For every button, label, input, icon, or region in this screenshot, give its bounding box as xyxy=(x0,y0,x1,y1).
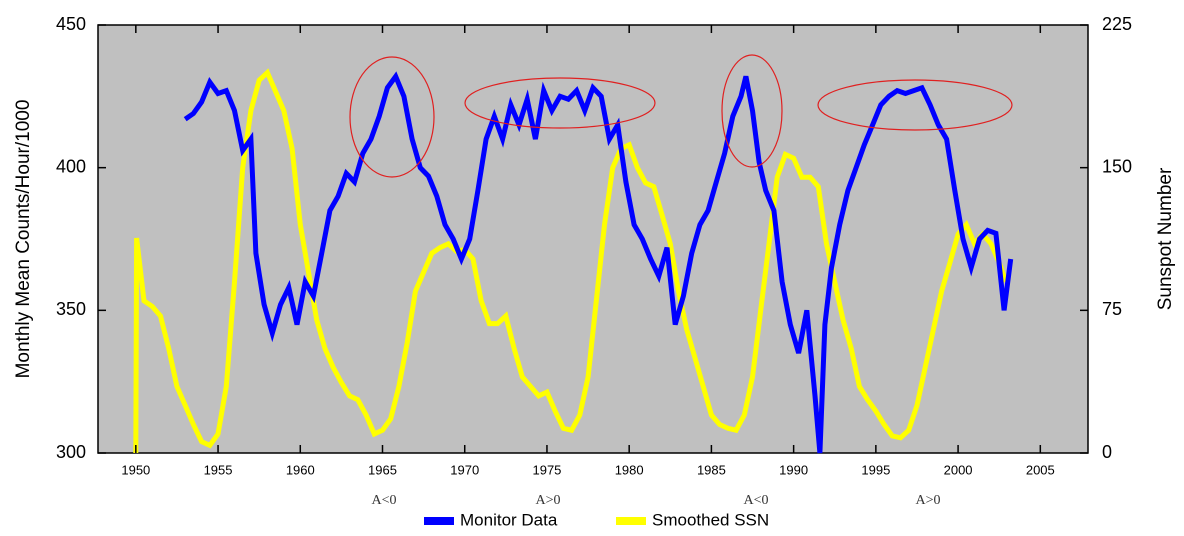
x-tick-label: 1990 xyxy=(779,462,808,477)
highlight-ellipse xyxy=(721,54,783,168)
annotation: A>0 xyxy=(535,493,560,508)
legend-label: Smoothed SSN xyxy=(652,510,769,529)
ellipses xyxy=(349,54,1013,178)
y2-tick-label: 225 xyxy=(1102,14,1132,34)
x-tick-label: 1995 xyxy=(861,462,890,477)
x-tick-label: 1985 xyxy=(697,462,726,477)
annotation: A<0 xyxy=(371,493,396,508)
highlight-ellipse xyxy=(464,77,656,129)
x-tick-label: 2005 xyxy=(1026,462,1055,477)
x-tick-label: 2000 xyxy=(944,462,973,477)
y-tick-label: 300 xyxy=(56,442,86,462)
series-line xyxy=(183,71,1014,454)
y-tick-label: 450 xyxy=(56,14,86,34)
y2-tick-label: 0 xyxy=(1102,442,1112,462)
x-tick-label: 1975 xyxy=(532,462,561,477)
x-tick-label: 1980 xyxy=(615,462,644,477)
y2-axis-title: Sunspot Number xyxy=(1155,167,1176,310)
y-axis-title: Monthly Mean Counts/Hour/1000 xyxy=(13,100,34,379)
legend-swatch xyxy=(616,517,646,525)
y-tick-label: 350 xyxy=(56,299,86,319)
highlight-ellipse xyxy=(817,79,1013,131)
annotation: A>0 xyxy=(915,493,940,508)
x-tick-label: 1955 xyxy=(204,462,233,477)
x-tick-label: 1965 xyxy=(368,462,397,477)
legend-swatch xyxy=(424,517,454,525)
series-line xyxy=(133,68,1009,454)
x-tick-label: 1960 xyxy=(286,462,315,477)
x-tick-label: 1950 xyxy=(121,462,150,477)
y2-tick-label: 150 xyxy=(1102,156,1132,176)
highlight-ellipse xyxy=(349,56,435,178)
x-tick-label: 1970 xyxy=(450,462,479,477)
y2-tick-label: 75 xyxy=(1102,299,1122,319)
y-tick-label: 400 xyxy=(56,156,86,176)
legend-label: Monitor Data xyxy=(460,510,558,529)
legend: Monitor Data Smoothed SSN xyxy=(424,510,769,529)
annotation: A<0 xyxy=(743,493,768,508)
